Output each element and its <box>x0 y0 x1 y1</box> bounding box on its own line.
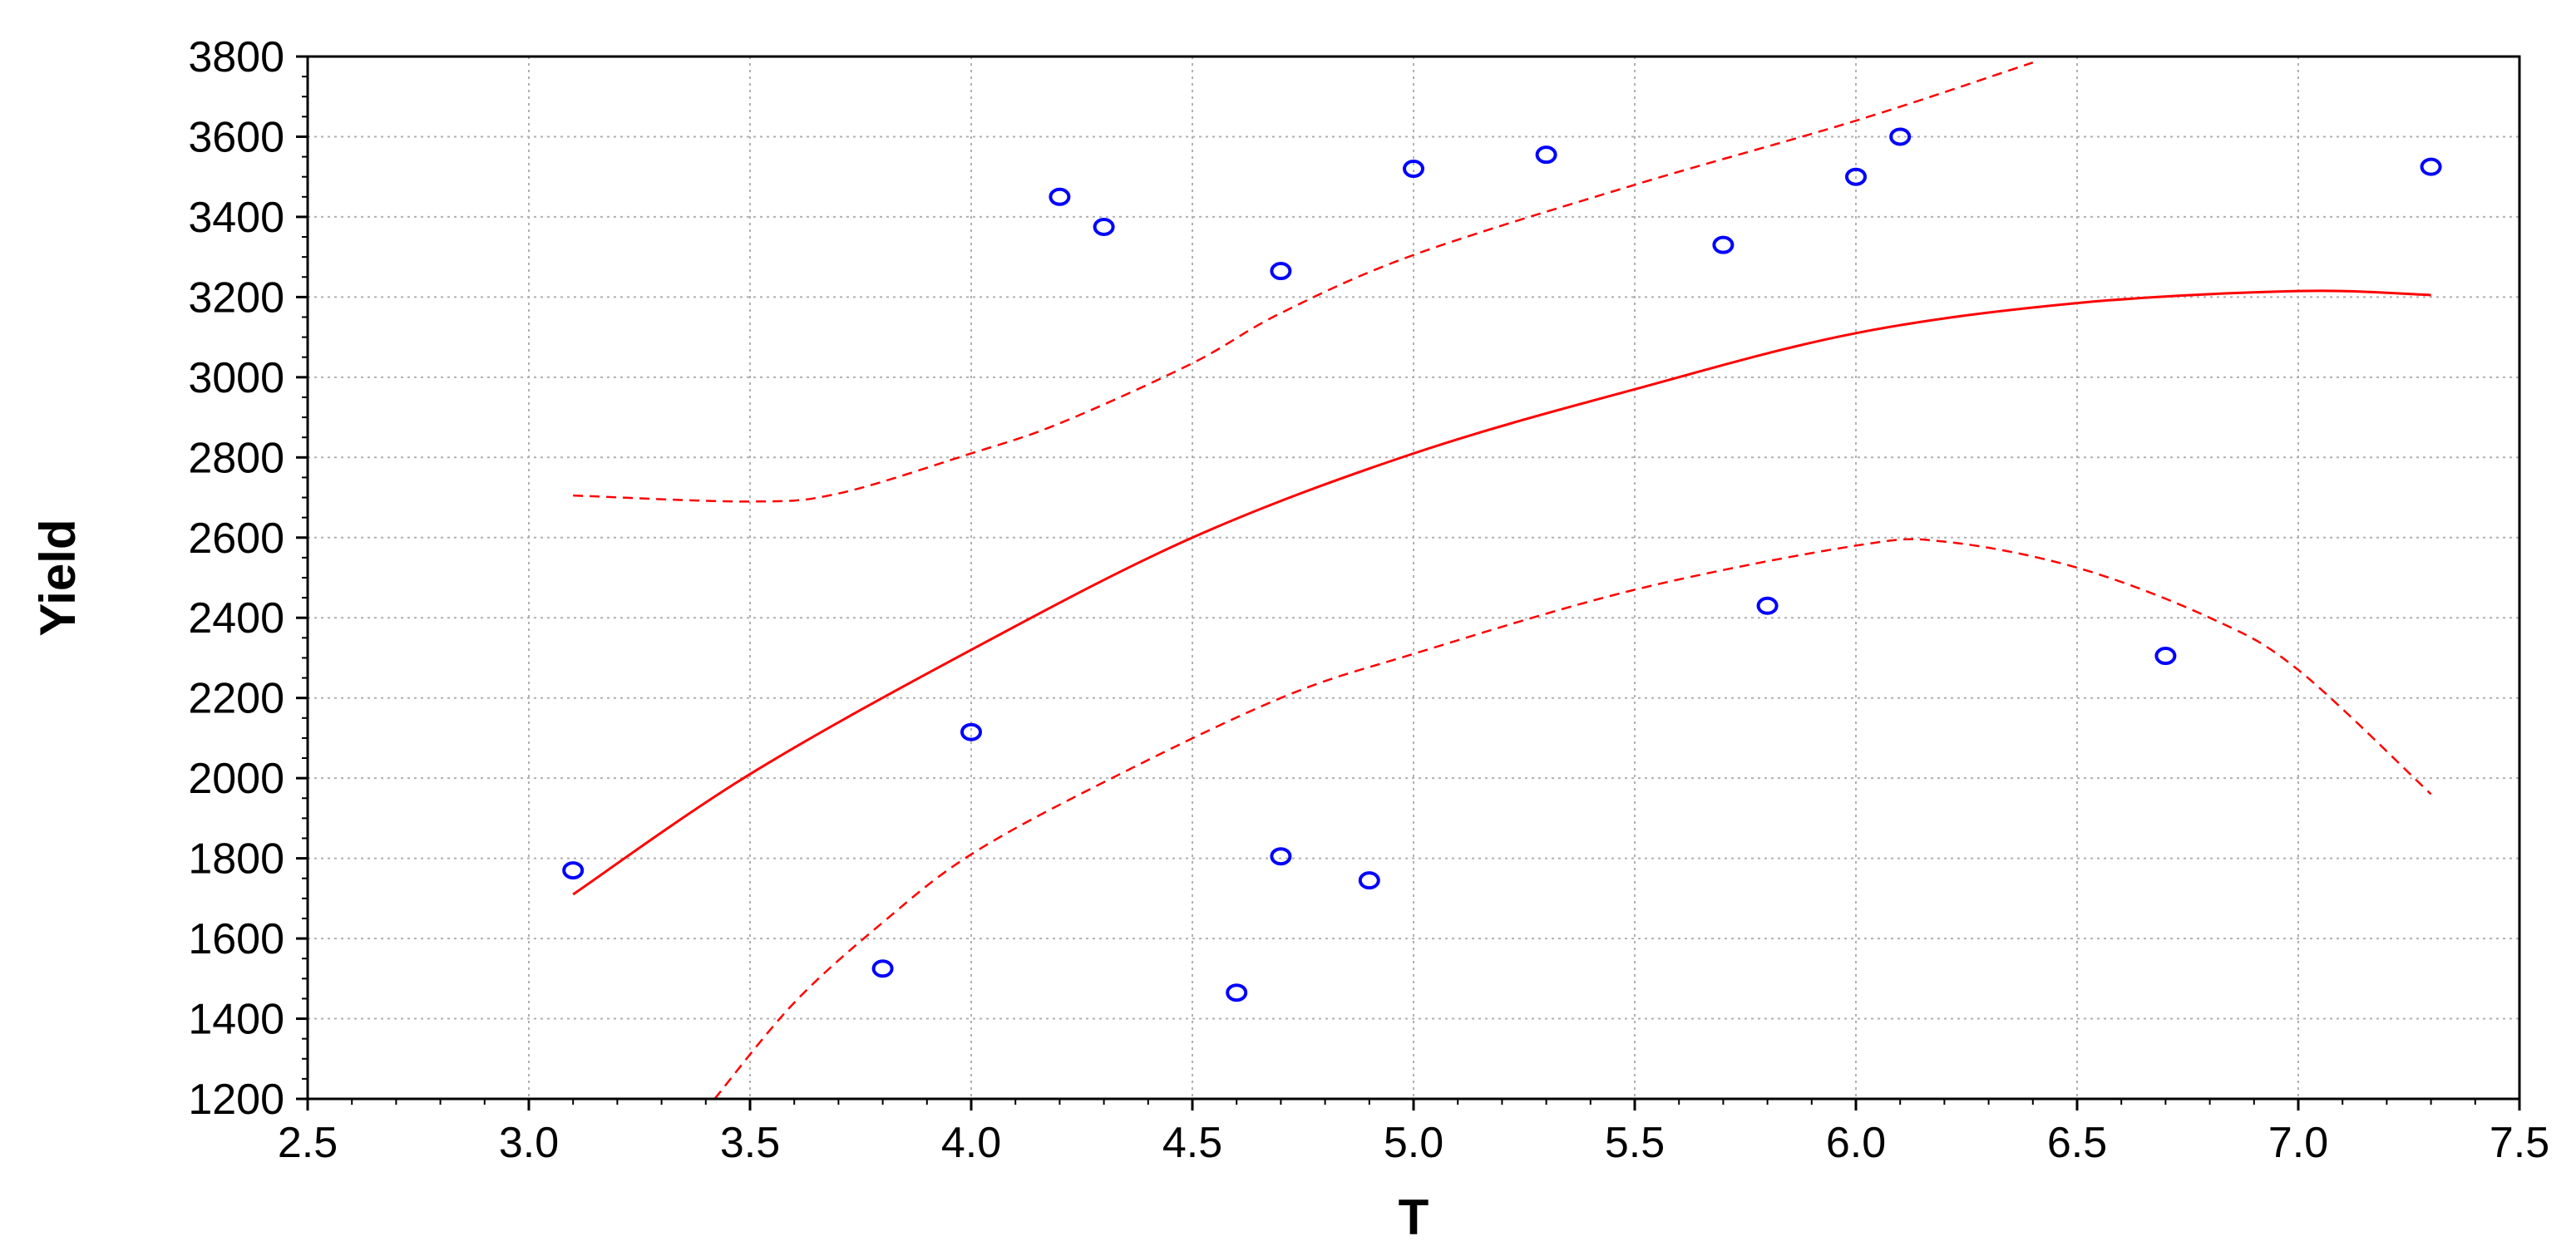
data-point <box>562 861 585 880</box>
x-tick-label: 4.5 <box>1162 1119 1222 1167</box>
y-tick-label: 2400 <box>188 594 284 643</box>
data-point <box>2154 647 2177 666</box>
x-tick-label: 5.5 <box>1605 1119 1665 1167</box>
upper-confidence-band <box>573 62 2034 503</box>
fit-line <box>572 289 2431 896</box>
y-tick-label: 1200 <box>188 1076 284 1124</box>
data-point <box>1712 235 1735 254</box>
data-point <box>1535 145 1557 165</box>
data-point <box>1889 127 1912 146</box>
data-point <box>1845 167 1867 186</box>
y-tick-label: 1800 <box>188 835 284 884</box>
fit-line-group <box>572 289 2431 896</box>
lower-confidence-band <box>713 538 2432 1100</box>
y-tick-label: 3400 <box>188 194 284 242</box>
confidence-bands <box>573 62 2432 1100</box>
x-tick-label: 6.0 <box>1826 1119 1886 1167</box>
y-tick-label: 2800 <box>188 434 284 482</box>
x-tick-label: 5.0 <box>1384 1119 1443 1167</box>
x-tick-label: 3.5 <box>720 1119 780 1167</box>
y-tick-label: 3000 <box>188 354 284 402</box>
x-tick-label: 3.0 <box>499 1119 559 1167</box>
y-tick-label: 3600 <box>188 113 284 161</box>
y-tick-label: 3200 <box>188 273 284 322</box>
y-tick-label: 1600 <box>188 915 284 963</box>
x-tick-label: 6.5 <box>2047 1119 2107 1167</box>
grid <box>307 56 2520 1100</box>
data-point <box>1270 262 1292 281</box>
y-axis-title: Yield <box>30 519 86 636</box>
x-tick-label: 2.5 <box>278 1119 338 1167</box>
y-tick-label: 1400 <box>188 996 284 1044</box>
data-point <box>1358 871 1380 890</box>
data-points <box>562 127 2442 1002</box>
y-tick-label: 2600 <box>188 515 284 563</box>
data-point <box>960 722 982 741</box>
data-point <box>1226 983 1248 1002</box>
x-tick-label: 7.0 <box>2268 1119 2328 1167</box>
y-tick-label: 2000 <box>188 755 284 803</box>
data-point <box>871 959 894 978</box>
x-axis-ticks: 2.5 3.0 3.5 4.0 4.5 5.0 5.5 6.0 6.5 7.0 7.5 <box>278 1099 2549 1167</box>
data-point <box>1270 847 1292 866</box>
data-point <box>2420 157 2442 176</box>
y-tick-label: 2200 <box>188 675 284 723</box>
data-point <box>1049 187 1071 206</box>
data-point <box>1756 596 1779 615</box>
data-point <box>1403 160 1424 179</box>
data-point <box>1093 217 1115 236</box>
x-axis-title: T <box>1399 1189 1429 1245</box>
y-axis-ticks: 1200 1400 1600 1800 2000 2200 2400 2600 2800 3000… <box>188 33 308 1124</box>
y-tick-label: 3800 <box>188 33 284 81</box>
x-tick-label: 4.0 <box>941 1119 1001 1167</box>
x-tick-label: 7.5 <box>2490 1119 2549 1167</box>
